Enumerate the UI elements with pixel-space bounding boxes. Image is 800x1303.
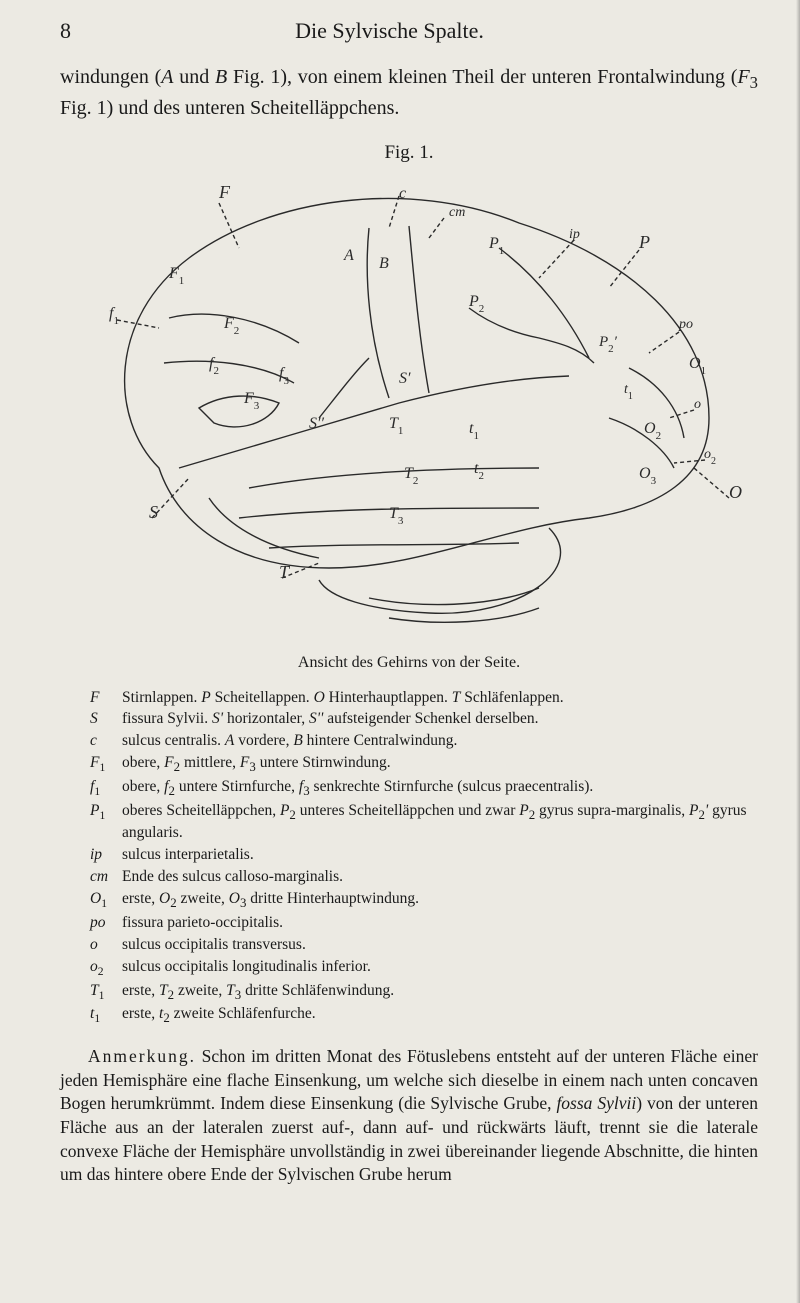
svg-text:cm: cm bbox=[449, 205, 465, 220]
legend-row: F1obere, F2 mittlere, F3 untere Stirnwin… bbox=[90, 753, 758, 776]
legend-text: Stirnlappen. P Scheitellappen. O Hinterh… bbox=[122, 688, 758, 709]
legend-text: erste, O2 zweite, O3 dritte Hinterhauptw… bbox=[122, 889, 758, 912]
legend-symbol: P1 bbox=[90, 801, 122, 844]
legend-symbol: T1 bbox=[90, 981, 122, 1004]
svg-text:f1: f1 bbox=[109, 305, 119, 327]
svg-text:O3: O3 bbox=[639, 465, 657, 487]
svg-text:S: S bbox=[149, 502, 158, 522]
legend-text: erste, t2 zweite Schläfenfurche. bbox=[122, 1004, 758, 1027]
legend-symbol: c bbox=[90, 731, 122, 752]
svg-text:A: A bbox=[343, 247, 354, 264]
anmerkung-paragraph: Anmerkung. Schon im dritten Monat des Fö… bbox=[60, 1045, 758, 1187]
legend-text: sulcus centralis. A vordere, B hintere C… bbox=[122, 731, 758, 752]
legend-row: f1obere, f2 untere Stirnfurche, f3 senkr… bbox=[90, 777, 758, 800]
svg-text:c: c bbox=[399, 185, 406, 202]
legend-row: Sfissura Sylvii. S' horizontaler, S'' au… bbox=[90, 709, 758, 730]
svg-text:P: P bbox=[638, 232, 650, 252]
svg-text:t1: t1 bbox=[624, 382, 633, 402]
legend-row: t1erste, t2 zweite Schläfenfurche. bbox=[90, 1004, 758, 1027]
legend-text: erste, T2 zweite, T3 dritte Schläfenwind… bbox=[122, 981, 758, 1004]
legend-text: Ende des sulcus calloso-marginalis. bbox=[122, 867, 758, 888]
legend-row: P1oberes Scheitelläppchen, P2 unteres Sc… bbox=[90, 801, 758, 844]
legend-symbol: F1 bbox=[90, 753, 122, 776]
legend-symbol: S bbox=[90, 709, 122, 730]
legend-symbol: O1 bbox=[90, 889, 122, 912]
svg-text:F: F bbox=[218, 182, 231, 202]
svg-text:o2: o2 bbox=[704, 447, 716, 467]
legend-row: ipsulcus interparietalis. bbox=[90, 845, 758, 866]
svg-text:P1: P1 bbox=[488, 235, 504, 257]
legend-text: obere, F2 mittlere, F3 untere Stirnwindu… bbox=[122, 753, 758, 776]
svg-text:ip: ip bbox=[569, 227, 580, 242]
legend-text: sulcus interparietalis. bbox=[122, 845, 758, 866]
legend-symbol: o2 bbox=[90, 957, 122, 980]
brain-figure: FccmP1ipPABF1f1F2P2f2f3F3S′S′′T1t1P2′poO… bbox=[69, 168, 749, 648]
legend-text: sulcus occipitalis longitudinalis inferi… bbox=[122, 957, 758, 980]
page-edge-shadow bbox=[796, 0, 800, 1303]
legend-text: sulcus occipitalis transversus. bbox=[122, 935, 758, 956]
legend-symbol: ip bbox=[90, 845, 122, 866]
svg-text:t2: t2 bbox=[474, 460, 484, 482]
legend-symbol: F bbox=[90, 688, 122, 709]
legend-row: osulcus occipitalis transversus. bbox=[90, 935, 758, 956]
legend-row: cmEnde des sulcus calloso-marginalis. bbox=[90, 867, 758, 888]
figure-label: Fig. 1. bbox=[60, 142, 758, 164]
svg-text:T1: T1 bbox=[389, 415, 403, 437]
svg-text:o: o bbox=[694, 397, 701, 412]
svg-text:O1: O1 bbox=[689, 355, 706, 377]
svg-text:O: O bbox=[729, 482, 742, 502]
svg-text:f3: f3 bbox=[279, 365, 289, 387]
legend-symbol: f1 bbox=[90, 777, 122, 800]
legend-text: oberes Scheitelläppchen, P2 unteres Sche… bbox=[122, 801, 758, 844]
legend-row: O1erste, O2 zweite, O3 dritte Hinterhaup… bbox=[90, 889, 758, 912]
svg-text:P2′: P2′ bbox=[598, 334, 618, 355]
legend-text: fissura Sylvii. S' horizontaler, S'' auf… bbox=[122, 709, 758, 730]
svg-text:F1: F1 bbox=[168, 265, 184, 287]
svg-text:O2: O2 bbox=[644, 420, 661, 442]
legend-text: obere, f2 untere Stirnfurche, f3 senkrec… bbox=[122, 777, 758, 800]
svg-text:P2: P2 bbox=[468, 293, 484, 315]
intro-paragraph: windungen (A und B Fig. 1), von einem kl… bbox=[60, 64, 758, 122]
svg-text:S′: S′ bbox=[399, 370, 411, 387]
svg-text:T2: T2 bbox=[404, 465, 418, 487]
legend-row: pofissura parieto-occipitalis. bbox=[90, 913, 758, 934]
svg-text:po: po bbox=[678, 317, 693, 332]
svg-text:f2: f2 bbox=[209, 355, 219, 377]
legend-symbol: cm bbox=[90, 867, 122, 888]
svg-text:F3: F3 bbox=[243, 390, 260, 412]
svg-text:t1: t1 bbox=[469, 420, 479, 442]
legend-row: FStirnlappen. P Scheitellappen. O Hinter… bbox=[90, 688, 758, 709]
legend-row: o2sulcus occipitalis longitudinalis infe… bbox=[90, 957, 758, 980]
legend-list: FStirnlappen. P Scheitellappen. O Hinter… bbox=[90, 688, 758, 1028]
legend-symbol: po bbox=[90, 913, 122, 934]
svg-text:B: B bbox=[379, 255, 389, 272]
svg-text:S′′: S′′ bbox=[309, 415, 325, 432]
legend-symbol: o bbox=[90, 935, 122, 956]
legend-row: csulcus centralis. A vordere, B hintere … bbox=[90, 731, 758, 752]
running-head: Die Sylvische Spalte. bbox=[41, 18, 738, 44]
figure-caption: Ansicht des Gehirns von der Seite. bbox=[60, 654, 758, 672]
legend-symbol: t1 bbox=[90, 1004, 122, 1027]
legend-text: fissura parieto-occipitalis. bbox=[122, 913, 758, 934]
legend-row: T1erste, T2 zweite, T3 dritte Schläfenwi… bbox=[90, 981, 758, 1004]
